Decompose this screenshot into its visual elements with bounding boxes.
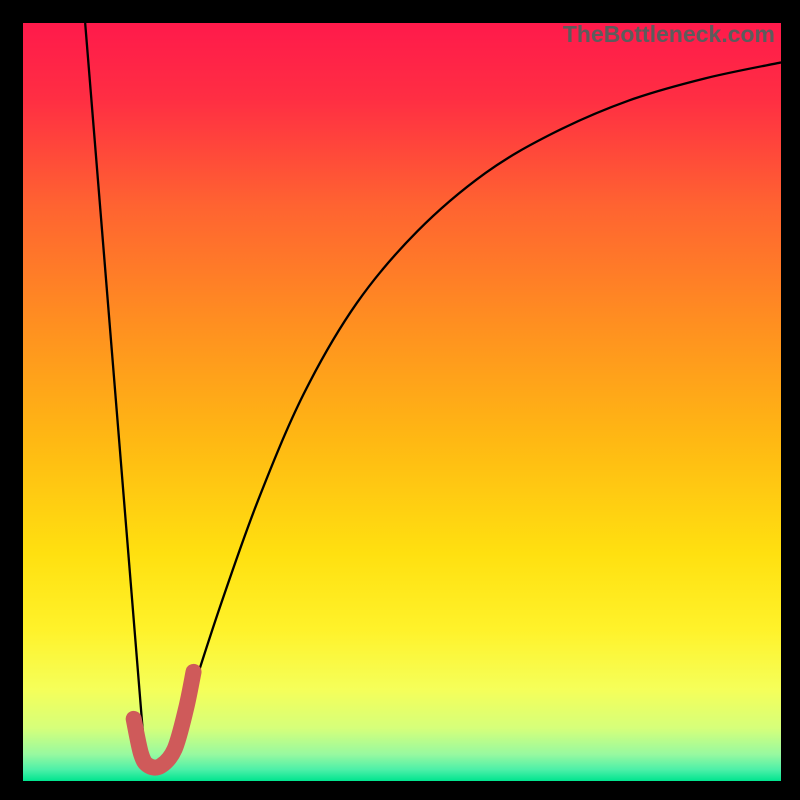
plot-area: TheBottleneck.com xyxy=(23,23,781,781)
chart-stage: TheBottleneck.com xyxy=(0,0,800,800)
watermark-text: TheBottleneck.com xyxy=(563,21,775,48)
curve-left-branch xyxy=(85,23,146,768)
curve-layer xyxy=(23,23,781,781)
curve-right-branch xyxy=(169,62,781,768)
